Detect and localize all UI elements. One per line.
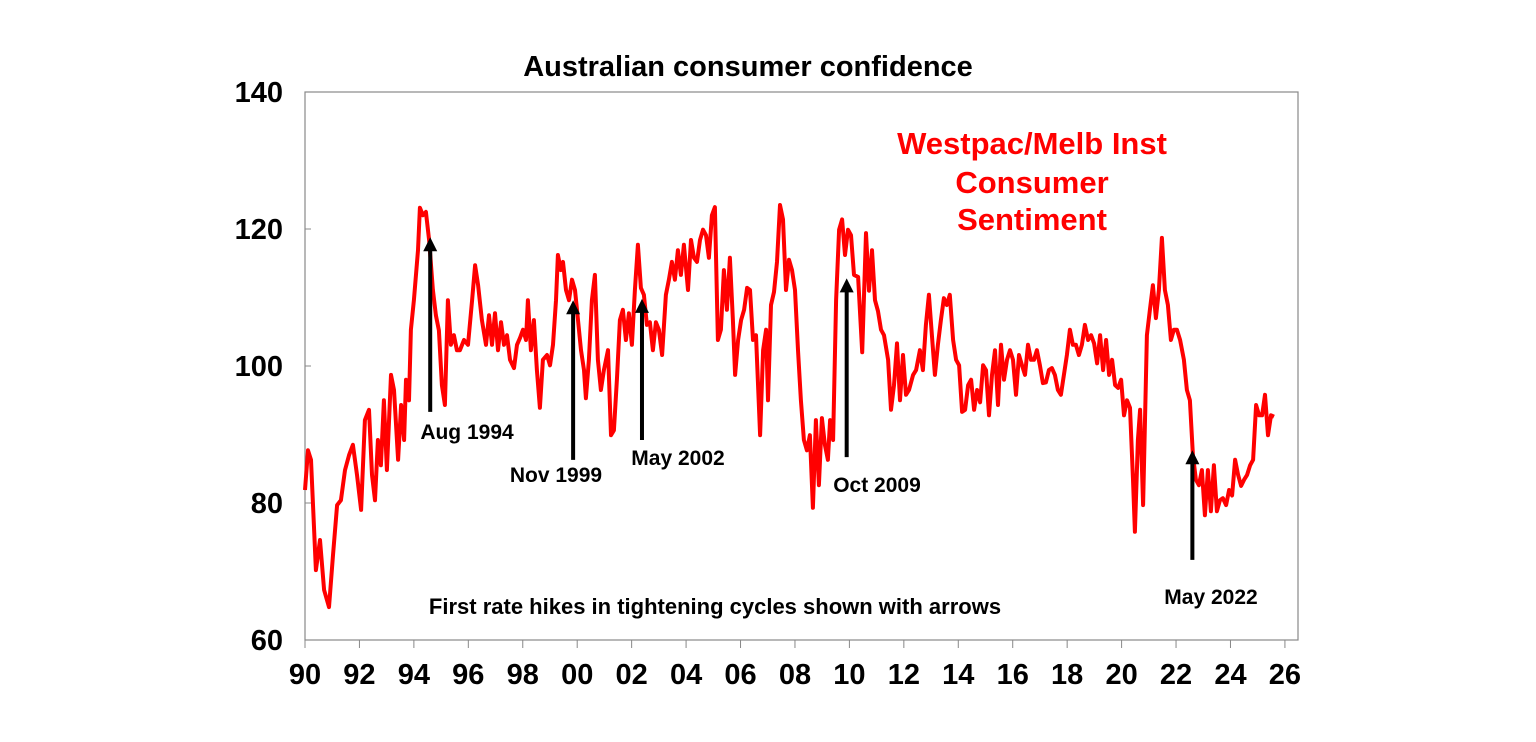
- arrow-head-icon: [423, 237, 438, 252]
- legend-line-3: Sentiment: [957, 202, 1107, 237]
- chart-title: Australian consumer confidence: [523, 51, 973, 83]
- arrow-head-icon: [566, 300, 581, 315]
- annotation-label: May 2002: [631, 447, 724, 470]
- x-tick-label: 90: [289, 659, 321, 691]
- arrow-head-icon: [839, 278, 854, 293]
- y-tick-label: 60: [251, 625, 283, 657]
- x-tick-label: 06: [724, 659, 756, 691]
- x-tick-label: 96: [452, 659, 484, 691]
- annotation-label: Nov 1999: [510, 464, 602, 487]
- legend: Westpac/Melb Inst Consumer Sentiment: [897, 126, 1167, 237]
- chart-note: First rate hikes in tightening cycles sh…: [429, 594, 1001, 619]
- x-tick-label: 98: [507, 659, 539, 691]
- x-tick-label: 08: [779, 659, 811, 691]
- x-tick-label: 14: [942, 659, 974, 691]
- x-tick-label: 00: [561, 659, 593, 691]
- plot-area: [304, 91, 1299, 641]
- x-tick-label: 10: [833, 659, 865, 691]
- x-tick-label: 04: [670, 659, 702, 691]
- x-tick-label: 18: [1051, 659, 1083, 691]
- annotation-label: May 2022: [1164, 586, 1257, 609]
- y-axis: 60 80 100 120 140: [235, 77, 311, 657]
- y-tick-label: 140: [235, 77, 283, 109]
- x-tick-label: 02: [616, 659, 648, 691]
- series-group: [303, 203, 1275, 610]
- x-tick-label: 92: [343, 659, 375, 691]
- x-tick-label: 94: [398, 659, 430, 691]
- x-tick-label: 12: [888, 659, 920, 691]
- annotation-label: Aug 1994: [420, 421, 514, 444]
- annotation-arrows: Aug 1994 Nov 1999 May 2002 Oct 2009 May 2022: [420, 237, 1258, 609]
- y-tick-label: 120: [235, 214, 283, 246]
- annotation-label: Oct 2009: [833, 474, 921, 497]
- y-tick-label: 80: [251, 488, 283, 520]
- series-line: [303, 203, 1275, 610]
- x-tick-label: 24: [1214, 659, 1246, 691]
- arrow-head-icon: [634, 298, 649, 313]
- y-tick-label: 100: [235, 351, 283, 383]
- x-tick-label: 22: [1160, 659, 1192, 691]
- x-tick-label: 16: [997, 659, 1029, 691]
- x-tick-label: 20: [1105, 659, 1137, 691]
- legend-line-2: Consumer: [955, 165, 1108, 200]
- arrow-head-icon: [1185, 450, 1200, 465]
- x-axis: 90 92 94 96 98 00 02 04 06 08 10 12 14 16 18 20 22 24 26: [289, 640, 1301, 691]
- legend-line-1: Westpac/Melb Inst: [897, 126, 1167, 161]
- x-tick-label: 26: [1269, 659, 1301, 691]
